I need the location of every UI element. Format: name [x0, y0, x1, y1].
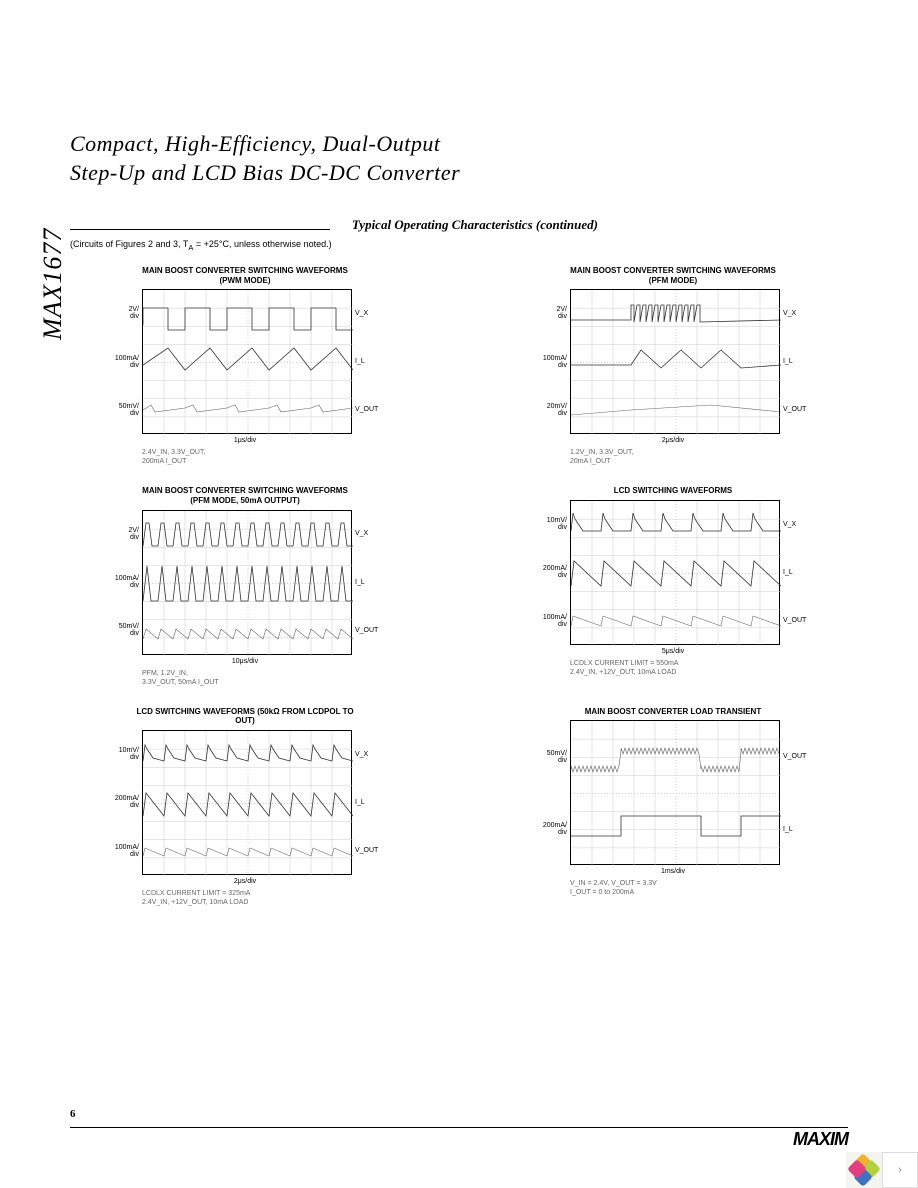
chart-1: MAIN BOOST CONVERTER SWITCHING WAVEFORMS… — [528, 266, 818, 466]
x-axis-label: 2μs/div — [234, 878, 256, 885]
chart-3: LCD SWITCHING WAVEFORMS 10mV/div200mA/di… — [528, 486, 818, 686]
y-axis-labels: 10mV/div200mA/div100mA/div — [528, 500, 570, 645]
chart-caption: LCDLX CURRENT LIMIT = 550mA2.4V_IN, +12V… — [528, 659, 678, 677]
chart-caption: PFM, 1.2V_IN,3.3V_OUT, 50mA I_OUT — [100, 669, 219, 687]
trace-labels: V_OUTI_L — [780, 720, 808, 865]
oscilloscope-plot — [142, 730, 352, 875]
y-axis-labels: 2V/div100mA/div20mV/div — [528, 289, 570, 434]
chart-0: MAIN BOOST CONVERTER SWITCHING WAVEFORMS… — [100, 266, 390, 466]
note-tail: = +25°C, unless otherwise noted.) — [193, 239, 331, 249]
footer-rule — [70, 1127, 848, 1128]
chart-5: MAIN BOOST CONVERTER LOAD TRANSIENT 50mV… — [528, 707, 818, 907]
title-line-1: Compact, High-Efficiency, Dual-Output — [70, 131, 440, 156]
flower-icon[interactable] — [846, 1152, 882, 1188]
y-axis-labels: 2V/div100mA/div50mV/div — [100, 510, 142, 655]
oscilloscope-plot — [142, 289, 352, 434]
note-prefix: (Circuits of Figures 2 and 3, T — [70, 239, 188, 249]
chart-title-3: LCD SWITCHING WAVEFORMS — [614, 486, 733, 496]
oscilloscope-plot — [142, 510, 352, 655]
page-number: 6 — [70, 1108, 76, 1120]
chart-4: LCD SWITCHING WAVEFORMS (50kΩ FROM LCDPO… — [100, 707, 390, 907]
chart-caption: 1.2V_IN, 3.3V_OUT,20mA I_OUT — [528, 448, 633, 466]
y-axis-labels: 2V/div100mA/div50mV/div — [100, 289, 142, 434]
corner-widget: › — [846, 1152, 918, 1188]
conditions-note: (Circuits of Figures 2 and 3, TA = +25°C… — [70, 239, 848, 252]
chart-title-5: MAIN BOOST CONVERTER LOAD TRANSIENT — [585, 707, 761, 717]
chart-2: MAIN BOOST CONVERTER SWITCHING WAVEFORMS… — [100, 486, 390, 686]
x-axis-label: 10μs/div — [232, 658, 258, 665]
trace-labels: V_XI_LV_OUT — [352, 730, 380, 875]
part-number-label: MAX1677 — [38, 228, 68, 340]
chart-caption: 2.4V_IN, 3.3V_OUT,200mA I_OUT — [100, 448, 205, 466]
oscilloscope-plot — [570, 720, 780, 865]
y-axis-labels: 10mV/div200mA/div100mA/div — [100, 730, 142, 875]
trace-labels: V_XI_LV_OUT — [780, 289, 808, 434]
trace-labels: V_XI_LV_OUT — [352, 510, 380, 655]
x-axis-label: 2μs/div — [662, 437, 684, 444]
chart-title-4: LCD SWITCHING WAVEFORMS (50kΩ FROM LCDPO… — [135, 707, 355, 726]
title-line-2: Step-Up and LCD Bias DC-DC Converter — [70, 160, 460, 185]
x-axis-label: 1ms/div — [661, 868, 685, 875]
trace-labels: V_XI_LV_OUT — [780, 500, 808, 645]
next-arrow-button[interactable]: › — [882, 1152, 918, 1188]
oscilloscope-plot — [570, 289, 780, 434]
chart-title-2: MAIN BOOST CONVERTER SWITCHING WAVEFORMS… — [135, 486, 355, 505]
section-header: Typical Operating Characteristics (conti… — [70, 217, 848, 233]
charts-grid: MAIN BOOST CONVERTER SWITCHING WAVEFORMS… — [70, 266, 848, 907]
page-title: Compact, High-Efficiency, Dual-Output St… — [70, 130, 848, 187]
y-axis-labels: 50mV/div200mA/div — [528, 720, 570, 865]
maxim-logo: MAXIM — [793, 1129, 848, 1150]
chart-caption: LCDLX CURRENT LIMIT = 325mA2.4V_IN, +12V… — [100, 889, 250, 907]
x-axis-label: 1μs/div — [234, 437, 256, 444]
chart-title-1: MAIN BOOST CONVERTER SWITCHING WAVEFORMS… — [563, 266, 783, 285]
chart-caption: V_IN = 2.4V, V_OUT = 3.3VI_OUT = 0 to 20… — [528, 879, 657, 897]
oscilloscope-plot — [570, 500, 780, 645]
chart-title-0: MAIN BOOST CONVERTER SWITCHING WAVEFORMS… — [135, 266, 355, 285]
x-axis-label: 5μs/div — [662, 648, 684, 655]
trace-labels: V_XI_LV_OUT — [352, 289, 380, 434]
section-heading-text: Typical Operating Characteristics (conti… — [70, 217, 848, 233]
